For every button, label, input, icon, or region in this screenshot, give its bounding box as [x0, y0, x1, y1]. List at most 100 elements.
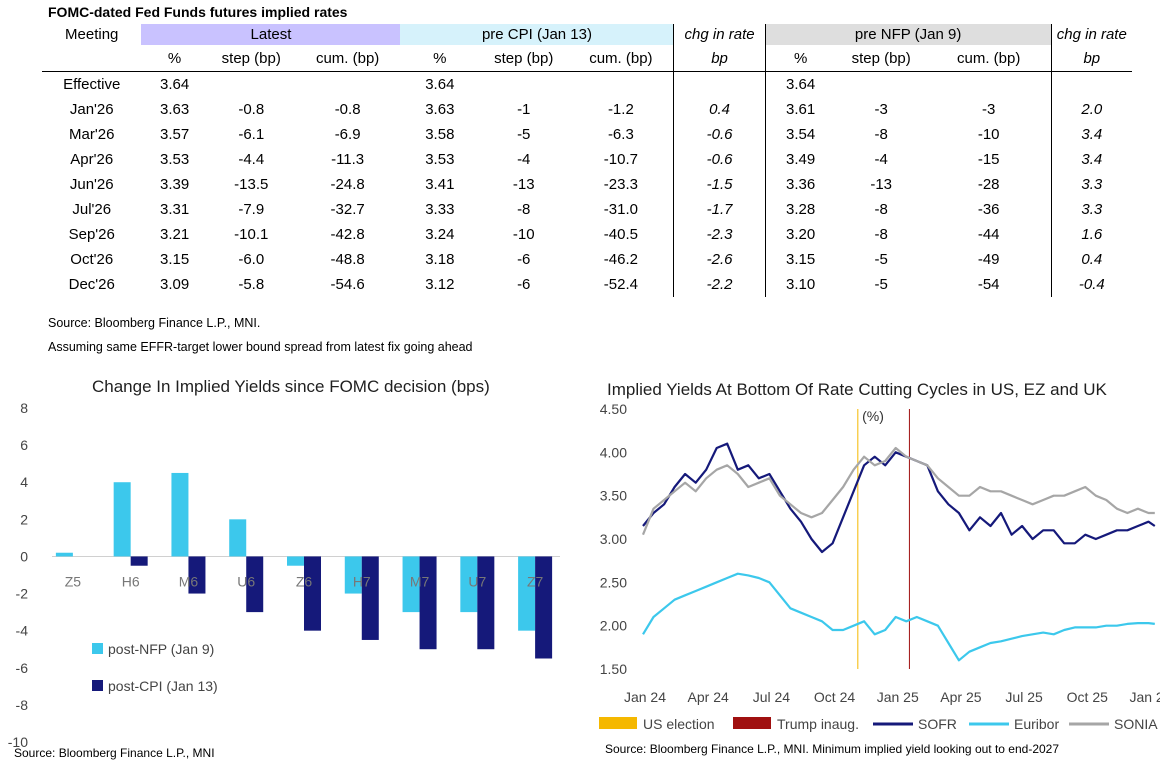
x-tick-label: Oct 24 — [814, 689, 855, 705]
table-row: Mar'26 3.57 -6.1 -6.9 3.58 -5 -6.3 -0.6 3.54 -8 -1… — [42, 122, 1132, 147]
table-cell: -31.0 — [603, 201, 638, 218]
table-cell: -3 — [874, 101, 888, 118]
table-cell: -54 — [926, 272, 1052, 297]
x-tick-label: Z7 — [527, 573, 544, 589]
table-cell: 3.33 — [425, 201, 455, 218]
group-header-row: Meeting Latest pre CPI (Jan 13) chg in r… — [42, 24, 1132, 45]
table-cell: -36 — [926, 197, 1052, 222]
table-cell: 3.3 — [1081, 201, 1103, 218]
group-pre-cpi: pre CPI (Jan 13) — [400, 24, 674, 45]
table-cell: 3.12 — [425, 276, 455, 293]
table-cell: -4 — [517, 151, 531, 168]
legend-label: Trump inaug. — [777, 716, 859, 732]
table-cell: 3.63 — [425, 101, 455, 118]
subheader-cell: cum. (bp) — [294, 45, 401, 72]
table-cell: 3.21 — [160, 226, 190, 243]
subheader-cell: % — [141, 45, 208, 72]
subheader-cell: % — [400, 45, 480, 72]
table-cell: -1 — [517, 101, 531, 118]
legend-swatch — [92, 643, 103, 654]
bar-post-nfp-h7 — [344, 556, 362, 594]
bar-post-nfp-z5 — [55, 552, 73, 557]
y-tick-label: -10 — [8, 734, 28, 750]
legend-label: US election — [643, 716, 715, 732]
table-cell: -10 — [512, 226, 535, 243]
table-cell — [836, 72, 927, 98]
x-tick-label: Z5 — [65, 573, 82, 589]
table-cell: -32.7 — [330, 201, 365, 218]
y-tick-label: 1.50 — [600, 661, 627, 677]
table-cell: -3 — [926, 97, 1052, 122]
table-row: Apr'26 3.53 -4.4 -11.3 3.53 -4 -10.7 -0.6 3.49 -4… — [42, 147, 1132, 172]
bar-post-nfp-z7 — [518, 556, 536, 631]
line-chart-source: Source: Bloomberg Finance L.P., MNI. Min… — [605, 742, 1060, 756]
table-cell: -6.0 — [238, 251, 265, 268]
table-cell: 3.61 — [786, 101, 816, 118]
table-body: Meeting Latest pre CPI (Jan 13) chg in r… — [42, 24, 1132, 297]
meeting-cell: Jul'26 — [72, 201, 112, 218]
x-tick-label: H6 — [122, 573, 140, 589]
table-cell: 3.41 — [425, 176, 455, 193]
table-cell: -24.8 — [330, 176, 365, 193]
table-cell: -1.2 — [607, 101, 634, 118]
table-cell: -0.6 — [673, 147, 766, 172]
y-tick-label: 2.00 — [600, 618, 627, 634]
bar-post-nfp-h6 — [113, 482, 131, 557]
y-tick-label: 4 — [20, 474, 28, 490]
table-cell: -2.2 — [673, 272, 766, 297]
legend-swatch — [92, 680, 103, 691]
table-cell: -2.3 — [673, 222, 766, 247]
table-cell: -40.5 — [603, 226, 638, 243]
table-cell: -46.2 — [603, 251, 638, 268]
bar-post-nfp-u7 — [460, 556, 478, 613]
table-cell: -8 — [874, 226, 888, 243]
y-tick-label: 8 — [20, 400, 28, 416]
subheader-cell: cum. (bp) — [926, 45, 1052, 72]
bar-post-cpi-m7 — [419, 556, 437, 650]
table-cell: -13.5 — [234, 176, 269, 193]
x-tick-label: Apr 24 — [688, 689, 729, 705]
table-cell: 1.6 — [1081, 226, 1103, 243]
x-tick-label: Jan 24 — [624, 689, 666, 705]
table-cell: -8 — [874, 201, 888, 218]
table-cell: 3.3 — [1081, 176, 1103, 193]
table-cell — [568, 72, 674, 98]
meeting-cell: Jun'26 — [69, 176, 114, 193]
group-latest: Latest — [141, 24, 401, 45]
table-cell: -6 — [517, 276, 531, 293]
table-cell: -6 — [517, 251, 531, 268]
legend-label: post-CPI (Jan 13) — [108, 678, 218, 694]
subheader-cell: cum. (bp) — [568, 45, 674, 72]
bar-chart: 8 6 4 2 0 -2 -4 -6 -8 -10 Z5 H6 M6 U6 Z6 H7 M7 U7 Z7 post-N… — [8, 400, 560, 750]
meeting-cell: Effective — [63, 76, 121, 93]
table-cell: -5 — [874, 251, 888, 268]
table-cell: -4 — [874, 151, 888, 168]
y-tick-label: 2.50 — [600, 574, 627, 590]
table-cell: 3.24 — [425, 226, 455, 243]
x-tick-label: U6 — [237, 573, 255, 589]
subheader-cell: step (bp) — [835, 45, 927, 72]
table-cell: -11.3 — [331, 151, 365, 168]
table-cell — [479, 72, 568, 98]
bar-post-cpi-z7 — [535, 556, 553, 659]
bar-post-nfp-u6 — [229, 519, 247, 557]
x-tick-label: M6 — [179, 573, 199, 589]
table-cell: 3.4 — [1081, 151, 1103, 168]
bar-post-cpi-m6 — [188, 556, 206, 594]
group-chg-cpi: chg in rate — [673, 24, 766, 45]
table-cell: 3.10 — [786, 276, 816, 293]
table-cell: 3.54 — [786, 126, 816, 143]
meeting-cell: Dec'26 — [68, 276, 115, 293]
meeting-header: Meeting — [65, 26, 119, 43]
table-cell: -13 — [870, 176, 893, 193]
y-tick-label: 2 — [20, 511, 28, 527]
table-cell: -48.8 — [330, 251, 365, 268]
bar-post-nfp-z6 — [287, 556, 304, 566]
table-cell: 3.53 — [425, 151, 455, 168]
table-cell — [673, 71, 766, 97]
table-cell: -28 — [926, 172, 1052, 197]
table-cell: -0.4 — [1078, 276, 1105, 293]
legend-swatch — [599, 717, 637, 729]
legend-label: SOFR — [918, 716, 957, 732]
table-cell: 3.64 — [786, 76, 816, 93]
